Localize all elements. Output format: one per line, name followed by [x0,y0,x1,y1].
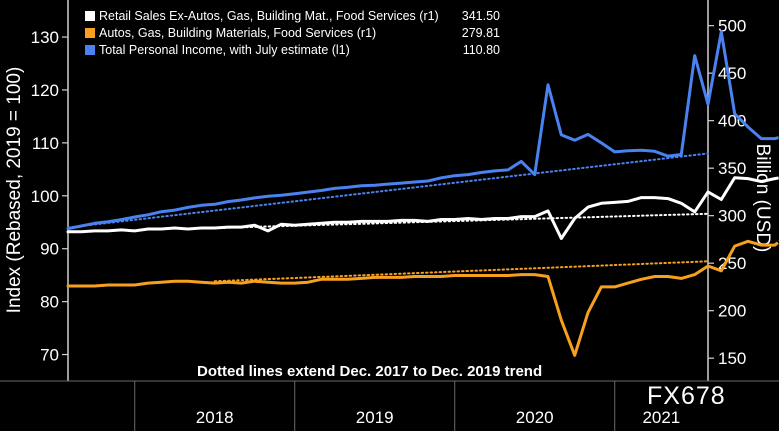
left-tick-label: 90 [40,240,59,259]
right-tick-label: 200 [718,302,746,321]
trend-line-total-personal-income-with-jul [67,152,709,229]
left-tick-label: 120 [31,81,59,100]
white-square [85,11,95,21]
left-axis-title: Index (Rebased, 2019 = 100) [4,67,25,314]
right-tick-label: 350 [718,159,746,178]
blue-square [85,45,95,55]
orange-square [85,28,95,38]
series-line-retail-sales-ex-autos-gas-buil [66,176,777,240]
year-label-2020: 2020 [516,408,554,427]
trend-annotation: Dotted lines extend Dec. 2017 to Dec. 20… [197,363,542,380]
left-tick-label: 70 [40,346,59,365]
left-tick-label: 130 [31,28,59,47]
legend-value-3: 110.80 [463,43,500,57]
right-tick-label: 300 [718,207,746,226]
right-tick-label: 250 [718,254,746,273]
right-tick-label: 500 [718,17,746,36]
watermark: FX678 [647,382,726,410]
left-tick-label: 80 [40,293,59,312]
trend-line-autos-gas-building-materials-f [213,260,709,283]
legend-value-2: 279.81 [462,26,500,40]
year-label-2019: 2019 [356,408,394,427]
legend-label-2: Autos, Gas, Building Materials, Food Ser… [99,26,376,40]
legend-label-3: Total Personal Income, with July estimat… [99,43,350,57]
series-line-total-personal-income-with-jul [66,30,777,231]
right-tick-label: 450 [718,64,746,83]
series-line-autos-gas-building-materials-f [66,239,777,357]
series-end-total-personal-income-with-jul [774,135,779,141]
left-tick-label: 110 [32,134,59,153]
legend-box [69,5,511,67]
year-label-2021: 2021 [642,408,680,427]
legend: Retail Sales Ex-Autos, Gas, Building Mat… [69,5,511,67]
right-tick-label: 150 [718,349,746,368]
series-lines [66,30,779,357]
series-end-retail-sales-ex-autos-gas-buil [774,176,779,181]
year-label-2018: 2018 [196,408,234,427]
legend-label-1: Retail Sales Ex-Autos, Gas, Building Mat… [99,9,439,23]
legend-value-1: 341.50 [462,9,500,23]
right-axis-title: Billion (USD) [752,144,773,253]
left-tick-label: 100 [31,187,59,206]
series-end-autos-gas-building-materials-f [773,239,779,247]
